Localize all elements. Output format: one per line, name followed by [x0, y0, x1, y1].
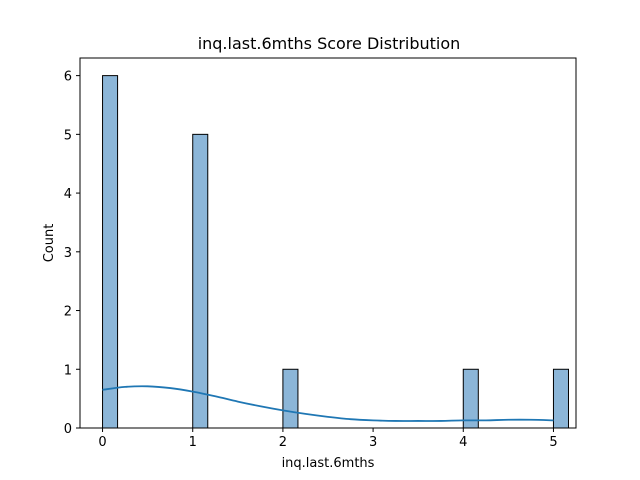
- x-tick-label: 5: [549, 435, 557, 450]
- y-tick-label: 2: [64, 305, 72, 320]
- x-axis-label: inq.last.6mths: [282, 456, 375, 471]
- histogram-bar: [192, 133, 209, 429]
- plot-frame: [79, 57, 577, 429]
- y-tick-label: 0: [64, 422, 72, 437]
- kde-curve: [102, 385, 554, 422]
- histogram-bar: [552, 368, 569, 429]
- histogram-bar: [102, 75, 119, 429]
- y-axis-label: Count: [42, 224, 57, 263]
- x-axis-ticks: 0 1 2 3 4 5: [98, 428, 558, 450]
- y-tick-label: 6: [64, 70, 72, 85]
- x-tick-label: 0: [98, 435, 106, 450]
- x-tick-label: 2: [279, 435, 287, 450]
- x-tick-label: 4: [459, 435, 467, 450]
- y-tick-label: 3: [64, 246, 72, 261]
- x-tick-label: 1: [189, 435, 197, 450]
- y-tick-label: 4: [64, 187, 72, 202]
- histogram-bar: [282, 368, 299, 429]
- x-tick-label: 3: [369, 435, 377, 450]
- y-tick-label: 5: [64, 128, 72, 143]
- bars-group: [102, 75, 569, 429]
- y-axis-ticks: 0 1 2 3 4 5 6: [64, 70, 80, 437]
- chart-title: inq.last.6mths Score Distribution: [198, 34, 461, 53]
- histogram-bar: [462, 368, 479, 429]
- y-tick-label: 1: [64, 363, 72, 378]
